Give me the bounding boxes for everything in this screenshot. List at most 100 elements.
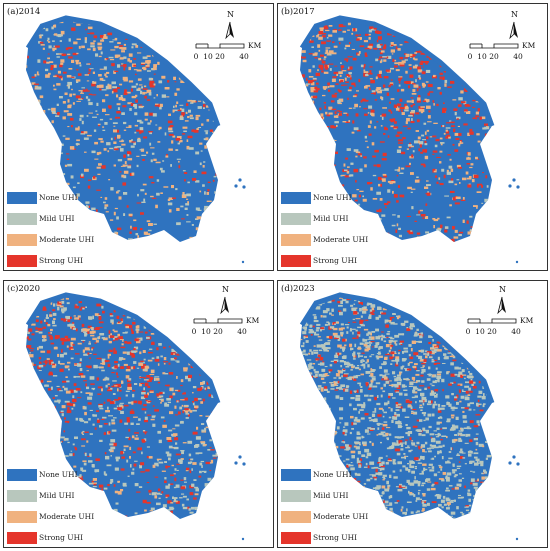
- uhi-patch-mild: [27, 33, 30, 35]
- uhi-patch-mild: [148, 92, 152, 96]
- uhi-patch-mild: [103, 201, 106, 204]
- uhi-patch-mild: [485, 219, 490, 221]
- uhi-patch-mod: [389, 343, 392, 346]
- uhi-patch-mod: [411, 340, 416, 344]
- uhi-patch-mild: [346, 463, 349, 465]
- uhi-patch-mild: [97, 366, 101, 368]
- uhi-patch-strong: [403, 57, 408, 59]
- uhi-patch-mild: [434, 515, 437, 517]
- uhi-patch-mild: [112, 380, 117, 382]
- uhi-patch-mild: [424, 451, 427, 453]
- uhi-patch-mild: [360, 417, 365, 420]
- uhi-patch-mod: [142, 91, 146, 95]
- uhi-patch-mod: [332, 332, 338, 336]
- uhi-patch-strong: [302, 87, 307, 91]
- uhi-patch-strong: [301, 445, 304, 447]
- uhi-patch-strong: [66, 153, 70, 155]
- uhi-patch-mild: [50, 151, 54, 154]
- uhi-patch-mild: [96, 493, 101, 497]
- uhi-patch-mild: [26, 331, 30, 334]
- uhi-patch-mild: [74, 479, 78, 484]
- uhi-patch-mild: [151, 415, 156, 418]
- uhi-patch-mod: [384, 242, 386, 244]
- uhi-patch-strong: [114, 70, 119, 72]
- uhi-patch-strong: [163, 420, 166, 422]
- uhi-patch-strong: [388, 85, 391, 88]
- uhi-patch-strong: [139, 331, 144, 333]
- uhi-patch-strong: [402, 125, 408, 127]
- uhi-patch-mod: [414, 52, 418, 54]
- uhi-patch-mild: [140, 337, 143, 341]
- uhi-patch-strong: [348, 75, 351, 77]
- uhi-patch-mild: [52, 40, 55, 42]
- uhi-patch-strong: [412, 303, 416, 305]
- uhi-patch-mod: [125, 375, 130, 379]
- uhi-patch-strong: [373, 164, 377, 167]
- uhi-patch-mod: [97, 173, 101, 175]
- uhi-patch-mild: [158, 497, 161, 499]
- uhi-patch-mild: [67, 441, 70, 444]
- uhi-patch-strong: [89, 357, 91, 359]
- uhi-patch-strong: [126, 365, 131, 369]
- uhi-patch-mild: [490, 342, 492, 346]
- uhi-patch-mod: [117, 388, 119, 392]
- uhi-patch-strong: [424, 140, 427, 144]
- uhi-patch-mild: [301, 405, 303, 408]
- uhi-patch-mod: [133, 416, 138, 418]
- uhi-patch-strong: [151, 341, 155, 344]
- uhi-patch-mod: [210, 81, 215, 85]
- uhi-patch-mild: [80, 133, 86, 135]
- uhi-patch-strong: [218, 238, 222, 240]
- uhi-patch-mild: [478, 515, 482, 519]
- uhi-patch-mild: [437, 471, 441, 473]
- uhi-patch-strong: [385, 206, 387, 209]
- uhi-patch-mod: [312, 53, 318, 56]
- uhi-patch-mild: [300, 21, 303, 25]
- uhi-patch-strong: [416, 88, 419, 92]
- uhi-patch-mild: [494, 394, 497, 396]
- uhi-patch-mod: [184, 335, 188, 339]
- uhi-patch-mod: [92, 71, 95, 74]
- uhi-patch-strong: [355, 34, 359, 37]
- uhi-patch-strong: [303, 335, 308, 337]
- uhi-patch-mod: [409, 492, 413, 494]
- uhi-patch-strong: [49, 336, 53, 340]
- uhi-patch-mild: [429, 444, 432, 447]
- uhi-patch-mod: [365, 85, 371, 87]
- uhi-patch-mild: [353, 303, 356, 305]
- uhi-patch-mild: [352, 331, 354, 335]
- uhi-patch-mild: [454, 434, 457, 436]
- uhi-patch-strong: [27, 431, 32, 434]
- uhi-patch-mild: [362, 339, 368, 342]
- uhi-patch-strong: [390, 111, 393, 114]
- uhi-patch-mod: [366, 359, 369, 363]
- uhi-patch-mild: [382, 508, 386, 510]
- uhi-patch-strong: [351, 82, 356, 86]
- uhi-patch-mild: [142, 430, 146, 432]
- uhi-patch-strong: [320, 327, 325, 330]
- uhi-patch-mild: [130, 145, 135, 148]
- uhi-patch-strong: [410, 120, 415, 123]
- uhi-patch-mod: [104, 58, 107, 61]
- uhi-patch-mild: [378, 459, 381, 462]
- uhi-patch-mild: [52, 324, 57, 327]
- uhi-patch-mod: [125, 325, 130, 329]
- uhi-patch-mod: [202, 165, 205, 168]
- uhi-patch-mild: [116, 405, 119, 407]
- uhi-patch-mild: [211, 496, 215, 499]
- uhi-patch-mod: [475, 101, 481, 103]
- uhi-patch-mod: [351, 131, 355, 134]
- uhi-patch-strong: [338, 29, 342, 31]
- uhi-patch-mild: [442, 298, 448, 300]
- uhi-patch-mod: [127, 102, 132, 105]
- uhi-patch-mild: [301, 419, 304, 422]
- uhi-patch-mild: [431, 466, 435, 469]
- uhi-patch-mod: [105, 410, 110, 413]
- uhi-patch-mod: [111, 322, 114, 325]
- uhi-patch-mild: [114, 231, 118, 233]
- uhi-patch-mild: [369, 355, 372, 358]
- uhi-patch-mild: [123, 192, 128, 195]
- uhi-patch-mod: [128, 80, 134, 83]
- uhi-patch-strong: [463, 123, 468, 126]
- uhi-patch-strong: [133, 400, 138, 404]
